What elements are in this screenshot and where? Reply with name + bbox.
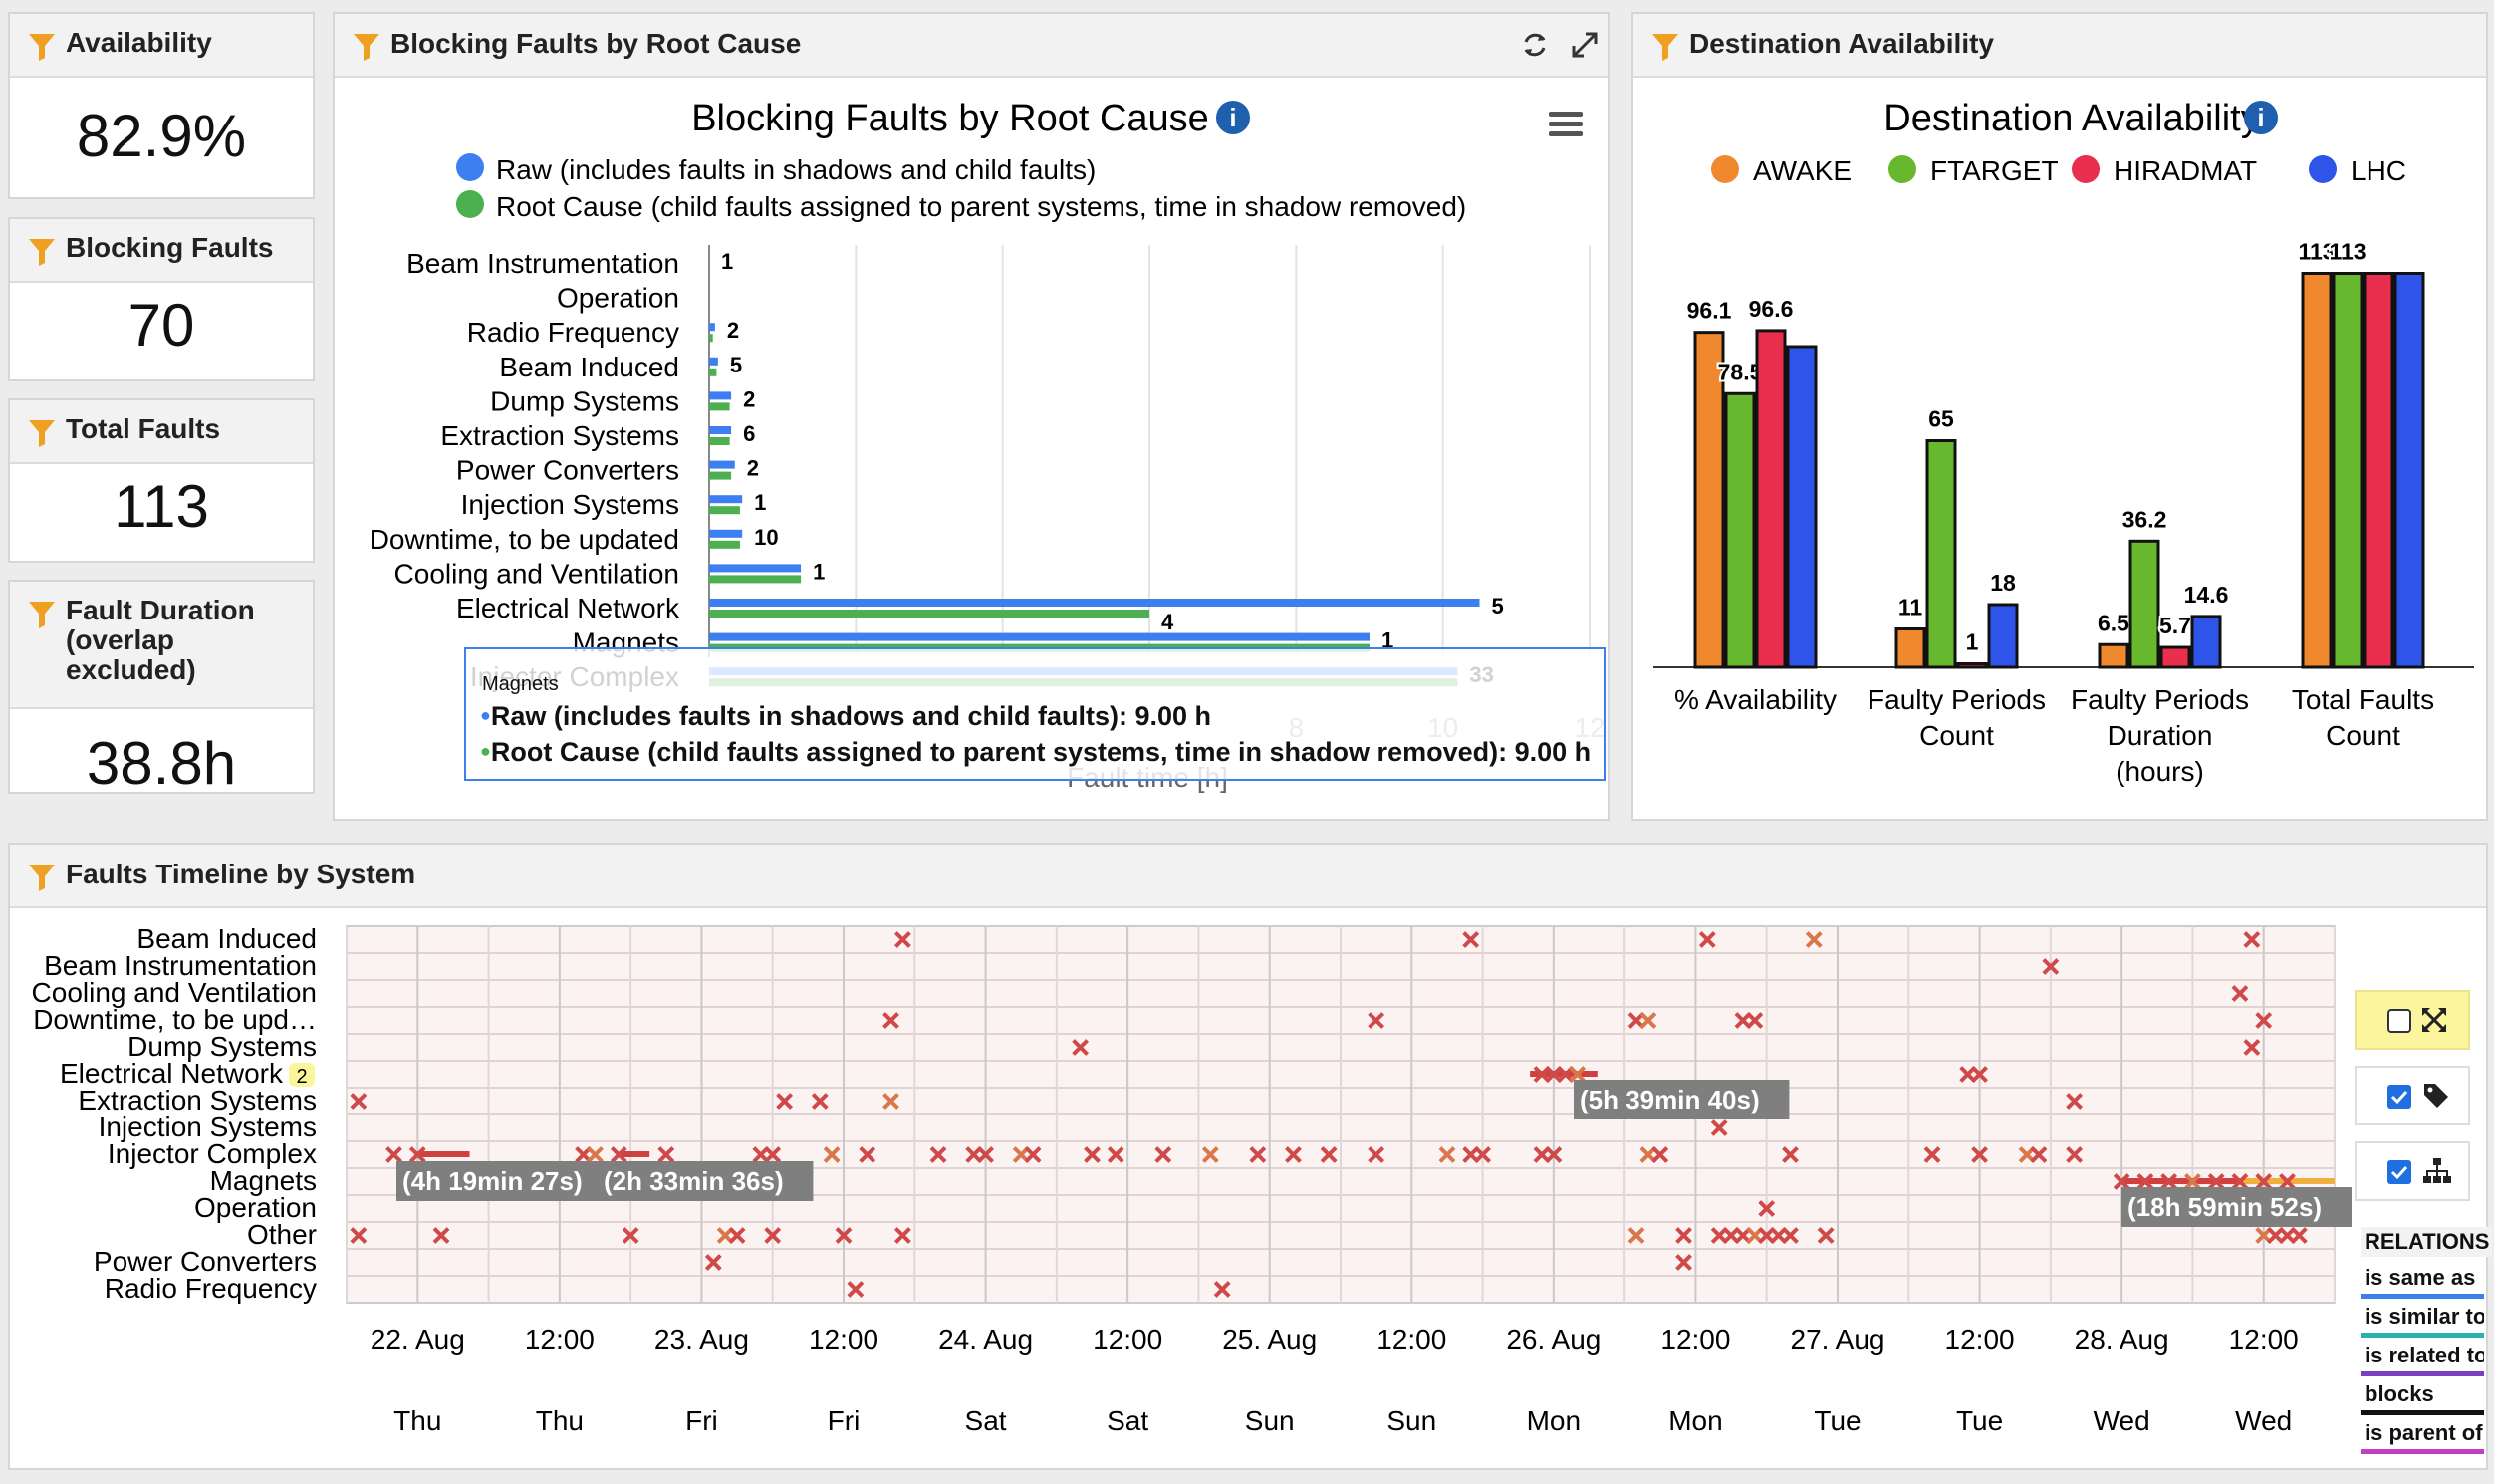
tooltip-line: ●Raw (includes faults in shadows and chi…	[480, 701, 1211, 732]
kpi-label: Fault Duration (overlap excluded)	[66, 596, 255, 685]
tooltip-text: Root Cause (child faults assigned to par…	[490, 737, 1592, 767]
kpi-fault-duration: Fault Duration (overlap excluded) 38.8h	[8, 580, 315, 797]
refresh-icon[interactable]	[1520, 30, 1550, 60]
checkbox-checked-icon[interactable]	[2386, 1084, 2412, 1110]
kpi-value: 38.8h	[86, 730, 237, 797]
filter-icon[interactable]	[353, 32, 380, 62]
tooltip-title: Magnets	[482, 673, 559, 695]
filter-icon[interactable]	[28, 863, 56, 892]
kpi-label: Blocking Faults	[66, 233, 273, 263]
kpi-label-text: Fault Duration	[66, 595, 255, 625]
labels-toggle-button[interactable]	[2355, 1066, 2470, 1125]
kpi-value: 70	[127, 292, 195, 359]
kpi-label-sub: excluded)	[66, 654, 196, 685]
panel-header: Faults Timeline by System	[10, 845, 2486, 908]
panel-title: Blocking Faults by Root Cause	[390, 28, 802, 59]
expand-icon[interactable]	[1570, 30, 1600, 60]
panel-title: Faults Timeline by System	[66, 859, 416, 889]
kpi-header: Fault Duration (overlap excluded)	[10, 582, 313, 709]
kpi-label-text: Availability	[66, 27, 212, 58]
checkbox-checked-icon[interactable]	[2386, 1159, 2412, 1185]
tooltip-text: Raw (includes faults in shadows and chil…	[490, 701, 1211, 731]
kpi-value: 82.9%	[76, 103, 247, 169]
hierarchy-icon	[2423, 1158, 2451, 1183]
destination-availability-panel: Destination Availability	[1631, 12, 2488, 821]
relation-item[interactable]: is related to	[2361, 1343, 2484, 1376]
relations-title: RELATIONS	[2361, 1227, 2492, 1257]
kpi-label-text: Total Faults	[66, 413, 221, 444]
chart-tooltip: Magnets ●Raw (includes faults in shadows …	[464, 647, 1606, 781]
filter-icon[interactable]	[1651, 32, 1679, 62]
relation-item[interactable]: is similar to	[2361, 1304, 2484, 1338]
faults-timeline-panel: Faults Timeline by System	[8, 843, 2488, 1470]
kpi-label: Availability	[66, 28, 212, 58]
tooltip-line: ●Root Cause (child faults assigned to pa…	[480, 737, 1591, 768]
kpi-value: 113	[114, 473, 209, 540]
kpi-label-text: Blocking Faults	[66, 232, 274, 263]
tooltip-bullet: ●	[480, 705, 491, 725]
kpi-label: Total Faults	[66, 414, 220, 444]
relation-item[interactable]: is same as	[2361, 1265, 2484, 1299]
filter-icon[interactable]	[28, 418, 56, 448]
kpi-blocking-faults: Blocking Faults 70	[8, 217, 315, 381]
filter-icon[interactable]	[28, 600, 56, 629]
filter-icon[interactable]	[28, 32, 56, 62]
tooltip-bullet: ●	[480, 741, 491, 761]
panel-header: Blocking Faults by Root Cause	[335, 14, 1608, 78]
kpi-header: Blocking Faults	[10, 219, 313, 283]
kpi-total-faults: Total Faults 113	[8, 398, 315, 563]
checkbox-unchecked-icon[interactable]	[2386, 1008, 2412, 1034]
kpi-availability: Availability 82.9%	[8, 12, 315, 199]
relations-toggle-button[interactable]	[2355, 1141, 2470, 1201]
kpi-label-sub: (overlap	[66, 624, 174, 655]
panel-title: Destination Availability	[1689, 28, 1994, 59]
filter-icon[interactable]	[28, 237, 56, 267]
panel-header: Destination Availability	[1633, 14, 2486, 78]
tags-icon	[2424, 1084, 2448, 1108]
relation-item[interactable]: blocks	[2361, 1381, 2484, 1415]
kpi-header: Availability	[10, 14, 313, 78]
expand-arrows-icon	[2421, 1007, 2447, 1033]
zoom-reset-button[interactable]	[2355, 990, 2470, 1050]
relation-item[interactable]: is parent of	[2361, 1420, 2484, 1454]
kpi-header: Total Faults	[10, 400, 313, 464]
